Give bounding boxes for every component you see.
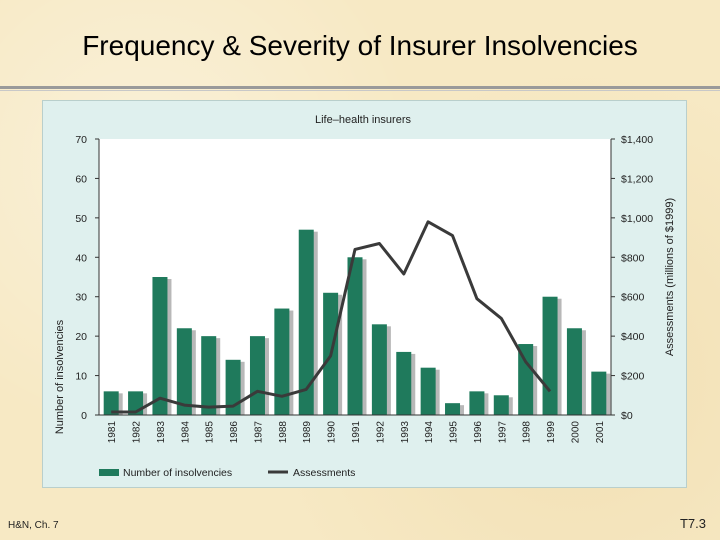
title-divider-thin	[0, 90, 720, 91]
y2-axis-label: Assessments (millions of $1999)	[664, 198, 676, 356]
bar	[103, 391, 119, 415]
y-tick-label: 50	[75, 213, 87, 225]
x-tick-label: 1985	[205, 421, 216, 444]
bar	[152, 277, 168, 415]
x-tick-label: 1992	[375, 421, 386, 444]
y2-tick-label: $400	[621, 331, 645, 343]
x-tick-label: 1984	[180, 421, 191, 444]
y-tick-label: 40	[75, 252, 87, 264]
y-tick-label: 60	[75, 173, 87, 185]
legend-bar-label: Number of insolvencies	[123, 467, 232, 479]
bar	[493, 395, 509, 415]
x-tick-label: 1989	[302, 421, 313, 444]
y2-tick-label: $800	[621, 252, 645, 264]
y-tick-label: 70	[75, 134, 87, 146]
bar	[445, 403, 461, 415]
y-tick-label: 30	[75, 292, 87, 304]
bar	[176, 328, 192, 415]
x-tick-label: 1993	[400, 421, 411, 444]
y2-tick-label: $200	[621, 371, 645, 383]
bar	[518, 344, 534, 415]
footer-slide-number: T7.3	[679, 516, 706, 531]
insolvency-chart: Life–health insurers Number of insolvenc…	[54, 114, 676, 479]
y-tick-label: 0	[81, 410, 87, 422]
x-tick-label: 1997	[497, 421, 508, 444]
assessments-line	[111, 220, 552, 414]
bar	[396, 351, 412, 415]
y2-tick-label: $1,200	[621, 173, 653, 185]
footer-source: H&N, Ch. 7	[8, 520, 59, 531]
bar	[542, 296, 558, 415]
bar	[201, 336, 217, 415]
chart-title: Life–health insurers	[315, 114, 412, 126]
x-tick-label: 1988	[278, 421, 289, 444]
y2-tick-label: $1,000	[621, 213, 653, 225]
bar	[298, 229, 314, 415]
x-tick-label: 2000	[570, 421, 581, 444]
chart-panel: Life–health insurers Number of insolvenc…	[42, 100, 687, 488]
x-tick-label: 1998	[522, 421, 533, 444]
bar	[469, 391, 485, 415]
x-tick-label: 1990	[327, 421, 338, 444]
x-tick-label: 1982	[132, 421, 143, 444]
y2-tick-label: $0	[621, 410, 633, 422]
bar	[371, 324, 387, 415]
bar	[591, 371, 607, 415]
x-tick-label: 1996	[473, 421, 484, 444]
y-tick-label: 20	[75, 331, 87, 343]
x-tick-label: 1983	[156, 421, 167, 444]
bar	[274, 308, 290, 415]
x-tick-label: 1999	[546, 421, 557, 444]
x-tick-label: 1991	[351, 421, 362, 444]
bar	[566, 328, 582, 415]
bar	[249, 336, 265, 415]
x-tick-label: 1995	[449, 421, 460, 444]
x-tick-label: 2001	[595, 421, 606, 444]
bar	[420, 367, 436, 415]
bar	[225, 359, 241, 415]
x-tick-label: 1986	[229, 421, 240, 444]
x-tick-label: 1981	[107, 421, 118, 444]
x-tick-label: 1994	[424, 421, 435, 444]
y2-tick-label: $600	[621, 292, 645, 304]
legend-bar-swatch	[99, 469, 119, 476]
legend-line-label: Assessments	[293, 467, 355, 479]
y-tick-label: 10	[75, 371, 87, 383]
x-tick-label: 1987	[253, 421, 264, 444]
bar	[347, 257, 363, 415]
title-divider	[0, 86, 720, 89]
slide-title: Frequency & Severity of Insurer Insolven…	[82, 30, 638, 61]
y-axis-label: Number of insolvencies	[54, 319, 66, 434]
y2-tick-label: $1,400	[621, 134, 653, 146]
